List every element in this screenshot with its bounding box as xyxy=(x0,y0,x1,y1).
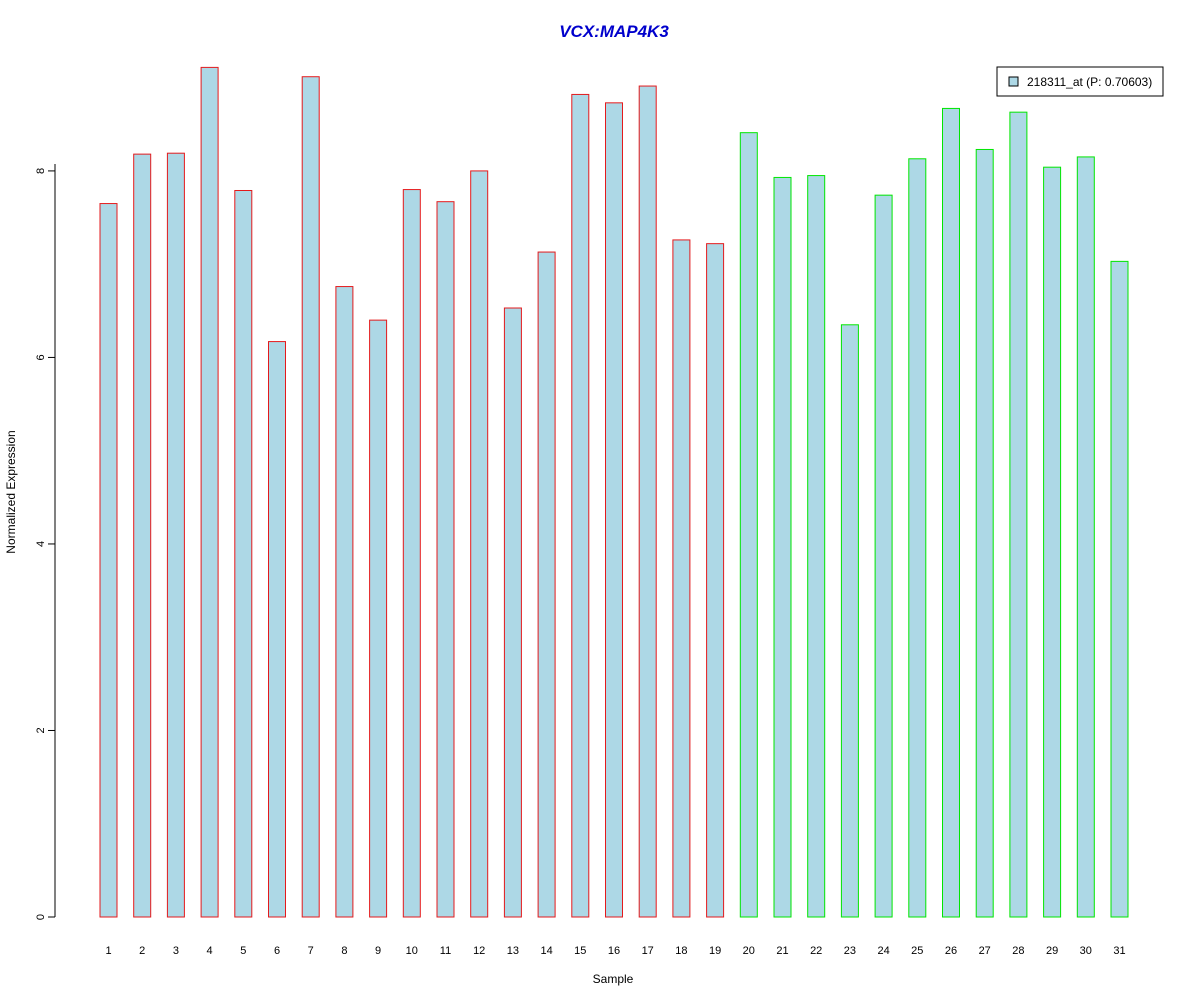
x-tick-label: 7 xyxy=(308,945,314,957)
bar-sample-23 xyxy=(840,324,859,918)
bar-sample-16 xyxy=(605,102,623,918)
x-tick-label: 15 xyxy=(574,945,586,957)
x-tick-label: 18 xyxy=(675,945,687,957)
x-tick-label: 10 xyxy=(406,945,418,957)
x-tick-label: 6 xyxy=(274,945,280,957)
x-tick-label: 31 xyxy=(1113,945,1125,957)
bar-sample-25 xyxy=(908,158,927,918)
y-tick-label: 2 xyxy=(35,727,47,733)
x-tick-label: 13 xyxy=(507,945,519,957)
x-tick-label: 27 xyxy=(979,945,991,957)
bar-sample-2 xyxy=(133,153,152,918)
bar-sample-18 xyxy=(672,239,691,918)
legend-box xyxy=(996,66,1164,97)
bar-sample-20 xyxy=(739,132,758,918)
x-tick-label: 28 xyxy=(1012,945,1024,957)
x-tick-label: 26 xyxy=(945,945,957,957)
y-tick-label: 8 xyxy=(35,168,47,174)
x-tick-label: 23 xyxy=(844,945,856,957)
bar-sample-29 xyxy=(1043,166,1062,918)
y-tick-label: 0 xyxy=(35,914,47,920)
x-tick-label: 19 xyxy=(709,945,721,957)
legend: 218311_at (P: 0.70603) xyxy=(996,66,1164,97)
bar-sample-24 xyxy=(874,194,893,918)
bar-sample-28 xyxy=(1009,111,1028,918)
bar-sample-31 xyxy=(1110,260,1129,918)
x-tick-label: 22 xyxy=(810,945,822,957)
bar-sample-12 xyxy=(470,170,489,918)
x-tick-label: 29 xyxy=(1046,945,1058,957)
bar-sample-30 xyxy=(1076,156,1095,918)
bar-sample-11 xyxy=(436,201,455,918)
chart-title: VCX:MAP4K3 xyxy=(559,22,669,41)
bar-sample-8 xyxy=(335,286,354,918)
x-tick-label: 8 xyxy=(341,945,347,957)
x-axis-title: Sample xyxy=(593,972,634,986)
x-tick-label: 9 xyxy=(375,945,381,957)
x-tick-label: 12 xyxy=(473,945,485,957)
x-tick-label: 11 xyxy=(440,945,451,957)
bar-sample-14 xyxy=(537,251,556,918)
bar-sample-9 xyxy=(369,319,388,918)
x-tick-label: 5 xyxy=(240,945,246,957)
y-tick-label: 6 xyxy=(35,354,47,360)
bar-sample-10 xyxy=(402,189,421,918)
bar-sample-3 xyxy=(166,152,185,918)
y-axis-ticks: 0 2 4 6 8 xyxy=(35,168,55,920)
x-tick-label: 2 xyxy=(139,945,145,957)
legend-swatch xyxy=(1008,76,1019,87)
bar-sample-7 xyxy=(301,76,320,918)
x-tick-label: 20 xyxy=(743,945,755,957)
y-axis-title: Normalized Expression xyxy=(4,430,18,553)
bar-sample-21 xyxy=(773,176,792,918)
x-tick-label: 17 xyxy=(642,945,654,957)
bar-sample-4 xyxy=(200,66,219,918)
bar-sample-17 xyxy=(638,85,657,918)
y-tick-label: 4 xyxy=(35,541,47,547)
x-tick-label: 3 xyxy=(173,945,179,957)
x-tick-label: 4 xyxy=(207,945,213,957)
bar-sample-15 xyxy=(571,93,590,918)
bar-sample-5 xyxy=(234,189,253,918)
bar-sample-6 xyxy=(268,341,286,918)
x-tick-label: 30 xyxy=(1080,945,1092,957)
bar-sample-27 xyxy=(975,148,994,918)
bar-sample-13 xyxy=(503,307,522,918)
bar-sample-22 xyxy=(807,175,826,918)
x-tick-label: 25 xyxy=(911,945,923,957)
x-tick-label: 16 xyxy=(608,945,620,957)
bar-sample-19 xyxy=(706,243,725,918)
x-tick-label: 1 xyxy=(105,945,111,957)
bar-sample-1 xyxy=(99,203,118,918)
x-axis-labels: 1 2 3 4 5 6 7 8 9 10 11 12 13 14 15 16 17 18 19 20 21 22 23 24 2… xyxy=(105,945,1125,957)
x-tick-label: 21 xyxy=(776,945,788,957)
x-tick-label: 24 xyxy=(877,945,889,957)
x-tick-label: 14 xyxy=(540,945,552,957)
bar-sample-26 xyxy=(942,107,960,918)
bars-group xyxy=(99,66,1129,918)
legend-label: 218311_at (P: 0.70603) xyxy=(1027,75,1152,89)
